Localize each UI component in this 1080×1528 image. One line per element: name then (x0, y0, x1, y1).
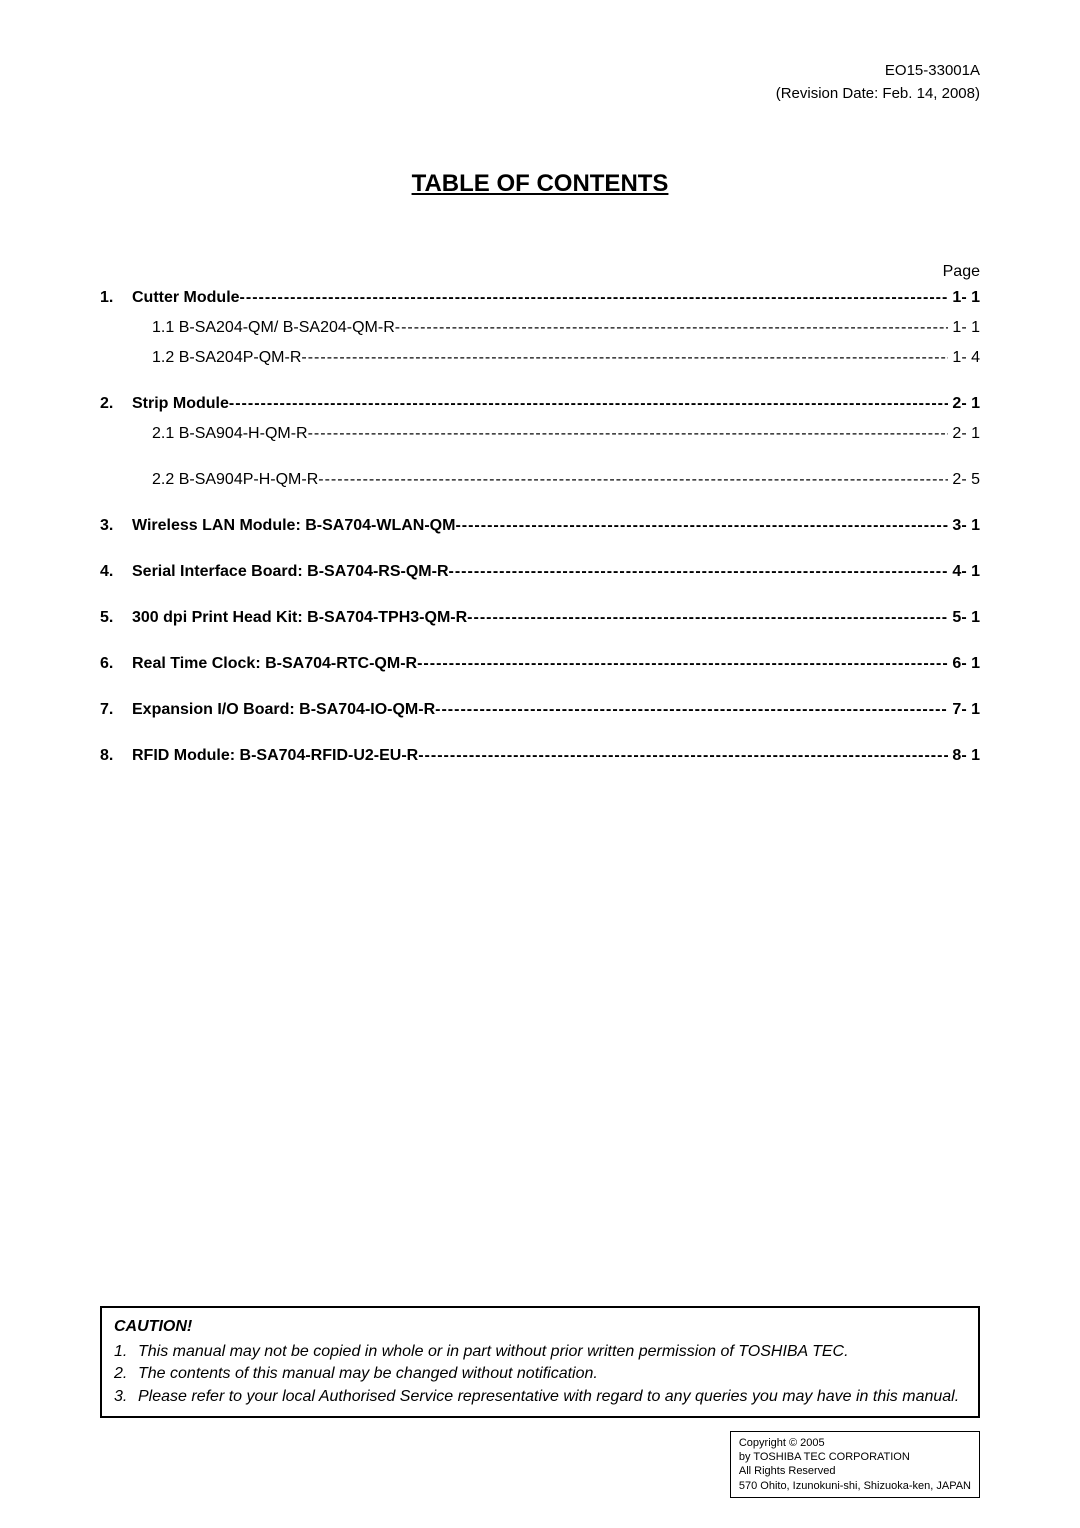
toc-leader-dots (418, 747, 948, 765)
toc-page-number: 6- 1 (948, 655, 980, 673)
toc-label: 1.2 B-SA204P-QM-R (152, 349, 301, 367)
toc-number: 2. (100, 395, 132, 413)
toc-label: 300 dpi Print Head Kit: B-SA704-TPH3-QM-… (132, 609, 467, 627)
toc-leader-dots (395, 319, 949, 337)
toc-entry: 2.1 B-SA904-H-QM-R 2- 1 (100, 425, 980, 443)
caution-item-text: This manual may not be copied in whole o… (138, 1341, 966, 1363)
toc-page-number: 2- 1 (948, 425, 980, 443)
caution-item: 2. The contents of this manual may be ch… (114, 1363, 966, 1385)
page-column-label: Page (100, 263, 980, 281)
toc-label: Serial Interface Board: B-SA704-RS-QM-R (132, 563, 449, 581)
toc-entry: 1.2 B-SA204P-QM-R 1- 4 (100, 349, 980, 367)
toc-page-number: 1- 4 (948, 349, 980, 367)
toc-entry: 5.300 dpi Print Head Kit: B-SA704-TPH3-Q… (100, 609, 980, 627)
toc-page-number: 2- 1 (948, 395, 980, 413)
page-title: TABLE OF CONTENTS (100, 170, 980, 198)
revision-date: (Revision Date: Feb. 14, 2008) (100, 83, 980, 106)
doc-id: EO15-33001A (100, 60, 980, 83)
toc-number: 3. (100, 517, 132, 535)
copyright-line: by TOSHIBA TEC CORPORATION (739, 1450, 971, 1464)
toc-page-number: 1- 1 (948, 319, 980, 337)
toc-leader-dots (229, 395, 949, 413)
caution-item-num: 1. (114, 1341, 138, 1363)
toc-number: 1. (100, 289, 132, 307)
toc-entry: 4.Serial Interface Board: B-SA704-RS-QM-… (100, 563, 980, 581)
toc-number: 8. (100, 747, 132, 765)
caution-item-num: 2. (114, 1363, 138, 1385)
toc-leader-dots (449, 563, 949, 581)
caution-item: 3. Please refer to your local Authorised… (114, 1386, 966, 1408)
toc-page-number: 2- 5 (948, 471, 980, 489)
toc-label: Real Time Clock: B-SA704-RTC-QM-R (132, 655, 417, 673)
toc-leader-dots (318, 471, 948, 489)
toc-page-number: 8- 1 (948, 747, 980, 765)
toc-entry: 8.RFID Module: B-SA704-RFID-U2-EU-R 8- 1 (100, 747, 980, 765)
toc-label: 1.1 B-SA204-QM/ B-SA204-QM-R (152, 319, 395, 337)
copyright-line: 570 Ohito, Izunokuni-shi, Shizuoka-ken, … (739, 1479, 971, 1493)
toc-page-number: 3- 1 (948, 517, 980, 535)
toc-number: 5. (100, 609, 132, 627)
toc-leader-dots (308, 425, 949, 443)
copyright-box: Copyright © 2005 by TOSHIBA TEC CORPORAT… (730, 1431, 980, 1498)
toc-leader-dots (455, 517, 948, 535)
toc-entry: 6.Real Time Clock: B-SA704-RTC-QM-R 6- 1 (100, 655, 980, 673)
toc-leader-dots (301, 349, 948, 367)
toc-label: Expansion I/O Board: B-SA704-IO-QM-R (132, 701, 435, 719)
toc-page-number: 4- 1 (948, 563, 980, 581)
caution-box: CAUTION! 1. This manual may not be copie… (100, 1306, 980, 1418)
header-info: EO15-33001A (Revision Date: Feb. 14, 200… (100, 60, 980, 105)
toc-entry: 2.Strip Module 2- 1 (100, 395, 980, 413)
caution-item-num: 3. (114, 1386, 138, 1408)
toc-leader-dots (417, 655, 948, 673)
toc-entry: 2.2 B-SA904P-H-QM-R 2- 5 (100, 471, 980, 489)
caution-item-text: The contents of this manual may be chang… (138, 1363, 966, 1385)
toc-number: 6. (100, 655, 132, 673)
toc-leader-dots (240, 289, 949, 307)
toc-label: Wireless LAN Module: B-SA704-WLAN-QM (132, 517, 455, 535)
toc-label: 2.2 B-SA904P-H-QM-R (152, 471, 318, 489)
toc-page-number: 1- 1 (948, 289, 980, 307)
toc-entry: 1.1 B-SA204-QM/ B-SA204-QM-R 1- 1 (100, 319, 980, 337)
toc-label: 2.1 B-SA904-H-QM-R (152, 425, 308, 443)
toc-number: 4. (100, 563, 132, 581)
toc-page-number: 5- 1 (948, 609, 980, 627)
toc-leader-dots (435, 701, 948, 719)
toc-label: RFID Module: B-SA704-RFID-U2-EU-R (132, 747, 418, 765)
toc-entry: 1.Cutter Module 1- 1 (100, 289, 980, 307)
caution-item: 1. This manual may not be copied in whol… (114, 1341, 966, 1363)
copyright-line: Copyright © 2005 (739, 1436, 971, 1450)
caution-item-text: Please refer to your local Authorised Se… (138, 1386, 966, 1408)
copyright-line: All Rights Reserved (739, 1464, 971, 1478)
toc-list: 1.Cutter Module1- 11.1 B-SA204-QM/ B-SA2… (100, 289, 980, 765)
toc-number: 7. (100, 701, 132, 719)
toc-entry: 7.Expansion I/O Board: B-SA704-IO-QM-R 7-… (100, 701, 980, 719)
caution-title: CAUTION! (114, 1316, 966, 1338)
toc-page-number: 7- 1 (948, 701, 980, 719)
toc-label: Strip Module (132, 395, 229, 413)
toc-label: Cutter Module (132, 289, 240, 307)
toc-entry: 3.Wireless LAN Module: B-SA704-WLAN-QM 3… (100, 517, 980, 535)
toc-leader-dots (467, 609, 948, 627)
